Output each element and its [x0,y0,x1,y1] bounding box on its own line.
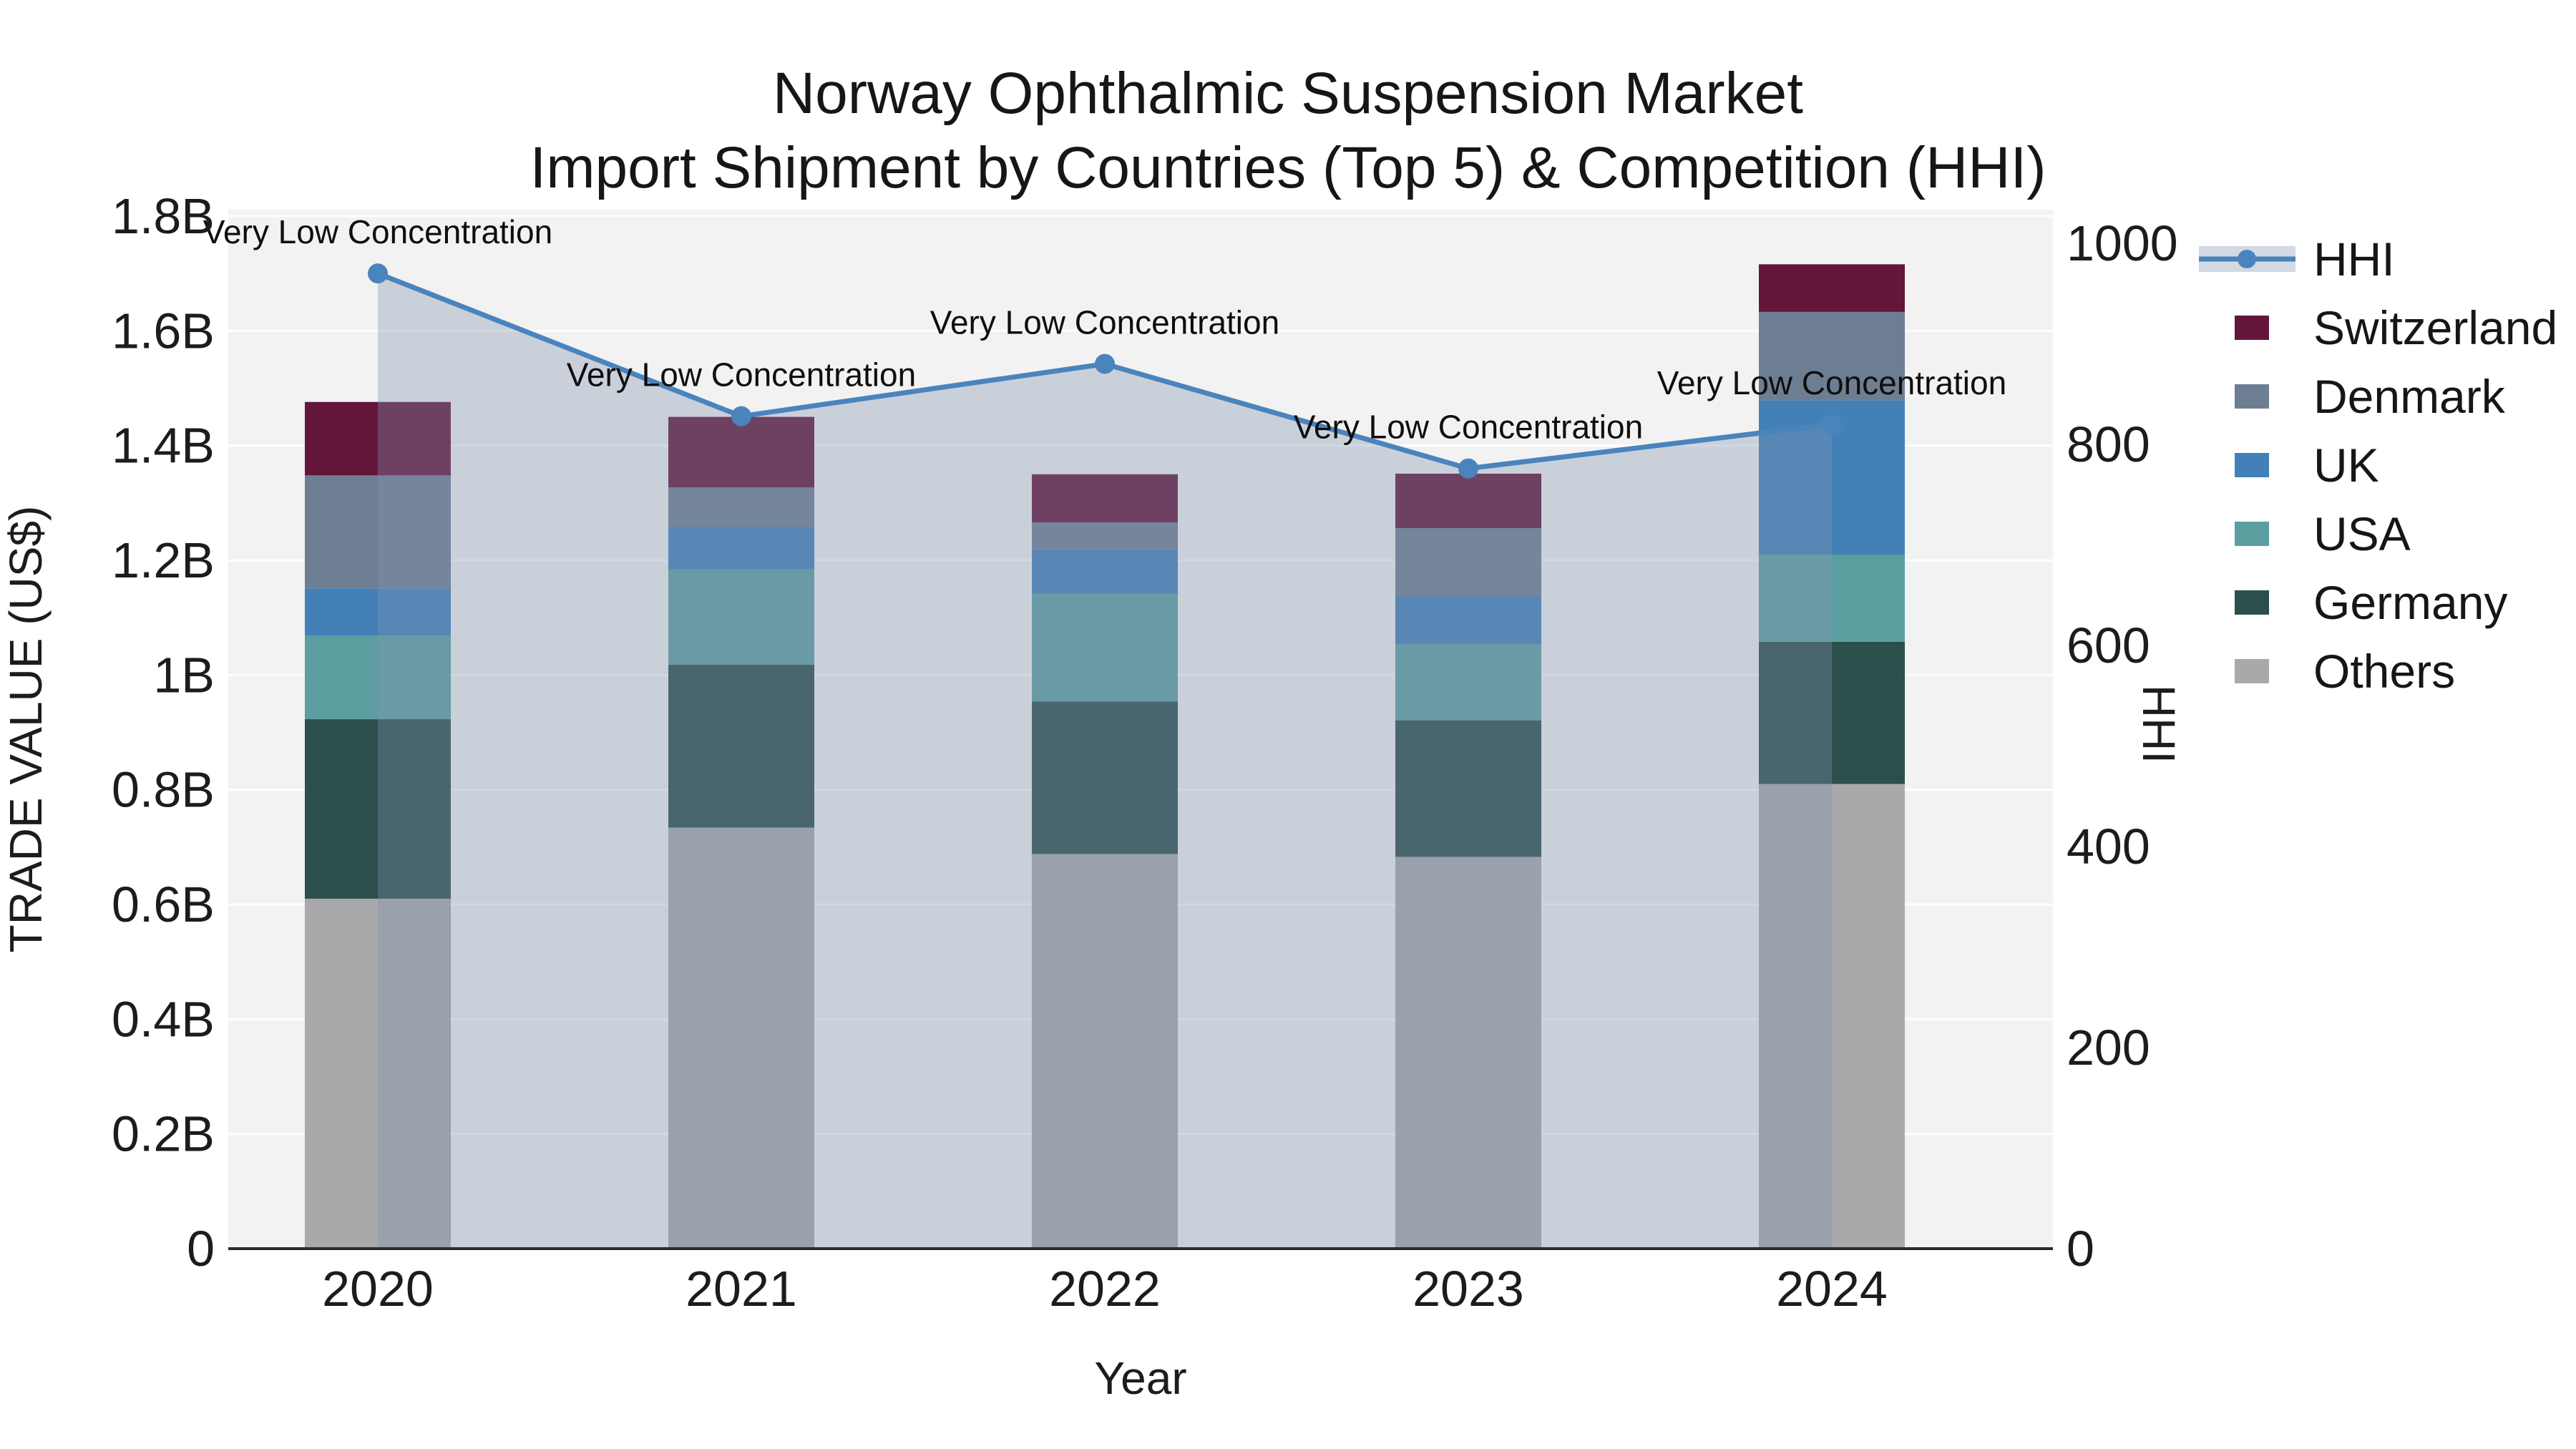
y-right-tick-label: 600 [2067,618,2150,673]
bar-segment-others-2023[interactable] [1395,857,1541,1249]
bar-segment-switzerland-2021[interactable] [668,416,814,488]
legend-item-hhi[interactable]: HHI [2199,233,2395,286]
bar-segment-germany-2021[interactable] [668,664,814,828]
annotation-2020: Very Low Concentration [203,213,552,250]
bar-segment-switzerland-2023[interactable] [1395,473,1541,529]
hhi-marker-2021[interactable] [731,406,751,426]
y-axis-left-ticks: 0 0.2B 0.4B 0.6B 0.8B 1B 1.2B 1.4B 1.6B 1.8B [112,188,215,1277]
hhi-marker-2022[interactable] [1095,353,1115,374]
x-axis-ticks: 2020 2021 2022 2023 2024 [322,1261,1888,1317]
legend-label-denmark: Denmark [2313,370,2506,423]
bar-segment-others-2020[interactable] [305,898,451,1249]
legend: HHI Switzerland Denmark UK USA Germany Others [2199,233,2557,698]
x-tick-label-2024: 2024 [1776,1261,1888,1317]
annotation-2022: Very Low Concentration [930,304,1279,341]
legend-swatch-uk [2235,453,2269,477]
legend-label-usa: USA [2313,507,2411,560]
y-axis-left-title: TRADE VALUE (US$) [0,506,52,953]
bar-segment-germany-2020[interactable] [305,719,451,899]
x-tick-label-2021: 2021 [686,1261,797,1317]
bar-segment-others-2024[interactable] [1759,784,1905,1249]
annotation-2023: Very Low Concentration [1294,409,1643,446]
legend-label-uk: UK [2313,439,2379,492]
x-tick-label-2023: 2023 [1413,1261,1524,1317]
legend-label-switzerland: Switzerland [2313,301,2557,354]
hhi-marker-2020[interactable] [368,263,388,284]
bar-segment-germany-2023[interactable] [1395,720,1541,857]
y-right-tick-label: 400 [2067,819,2150,874]
y-left-tick-label: 1B [153,647,215,703]
legend-label-others: Others [2313,645,2455,698]
y-right-tick-label: 0 [2067,1221,2094,1277]
legend-item-denmark[interactable]: Denmark [2235,370,2506,423]
hhi-area-fill[interactable] [378,273,1832,1249]
y-right-tick-label: 1000 [2067,215,2178,271]
legend-item-uk[interactable]: UK [2235,439,2379,492]
y-left-tick-label: 1.6B [112,303,215,358]
bar-segment-usa-2024[interactable] [1759,554,1905,642]
bar-segment-switzerland-2022[interactable] [1032,474,1178,523]
chart-title-line1: Norway Ophthalmic Suspension Market [773,61,1803,126]
hhi-markers [368,263,1842,479]
x-axis-title: Year [1094,1352,1186,1404]
bar-segment-uk-2023[interactable] [1395,596,1541,645]
y-left-tick-label: 1.8B [112,188,215,244]
bar-segment-switzerland-2020[interactable] [305,401,451,476]
legend-label-germany: Germany [2313,576,2507,629]
y-left-tick-label: 1.4B [112,418,215,474]
y-left-tick-label: 0 [187,1221,215,1277]
legend-item-usa[interactable]: USA [2235,507,2411,560]
legend-swatch-germany [2235,590,2269,615]
y-axis-right-title: HHI [2133,685,2185,763]
bar-segment-usa-2020[interactable] [305,635,451,720]
y-left-tick-label: 0.4B [112,991,215,1047]
x-tick-label-2022: 2022 [1049,1261,1161,1317]
bar-segment-germany-2024[interactable] [1759,641,1905,784]
bar-segment-denmark-2021[interactable] [668,487,814,527]
legend-swatch-switzerland [2235,316,2269,340]
bar-segment-uk-2021[interactable] [668,527,814,570]
legend-swatch-denmark [2235,384,2269,409]
chart-title-line2: Import Shipment by Countries (Top 5) & C… [530,135,2046,200]
bar-segment-usa-2022[interactable] [1032,593,1178,702]
hhi-marker-2023[interactable] [1458,458,1478,479]
annotation-2024: Very Low Concentration [1657,364,2006,401]
y-left-tick-label: 0.8B [112,762,215,818]
bar-segment-denmark-2023[interactable] [1395,528,1541,597]
legend-item-switzerland[interactable]: Switzerland [2235,301,2557,354]
y-right-tick-label: 800 [2067,416,2150,472]
annotation-2021: Very Low Concentration [567,356,916,394]
y-left-tick-label: 1.2B [112,532,215,588]
bar-segment-switzerland-2024[interactable] [1759,264,1905,312]
bar-segment-usa-2021[interactable] [668,569,814,665]
legend-label-hhi: HHI [2313,233,2395,286]
legend-hhi-marker-icon [2238,250,2256,268]
y-left-tick-label: 0.2B [112,1106,215,1162]
bar-segment-uk-2022[interactable] [1032,549,1178,594]
legend-item-others[interactable]: Others [2235,645,2455,698]
bar-series [305,264,1905,1249]
bar-segment-denmark-2020[interactable] [305,475,451,589]
annotations: Very Low Concentration Very Low Concentra… [203,213,2006,446]
bar-segment-others-2022[interactable] [1032,854,1178,1249]
y-axis-right-ticks: 0 200 400 600 800 1000 [2067,215,2178,1277]
hhi-marker-2024[interactable] [1822,414,1842,434]
bar-segment-others-2021[interactable] [668,827,814,1249]
bar-segment-denmark-2024[interactable] [1759,311,1905,401]
x-tick-label-2020: 2020 [322,1261,434,1317]
bar-segment-germany-2022[interactable] [1032,701,1178,854]
legend-swatch-usa [2235,522,2269,546]
bar-segment-usa-2023[interactable] [1395,644,1541,721]
legend-swatch-others [2235,659,2269,683]
bar-segment-uk-2020[interactable] [305,588,451,636]
y-right-tick-label: 200 [2067,1020,2150,1075]
legend-item-germany[interactable]: Germany [2235,576,2507,629]
y-left-tick-label: 0.6B [112,877,215,932]
bar-segment-denmark-2022[interactable] [1032,522,1178,550]
